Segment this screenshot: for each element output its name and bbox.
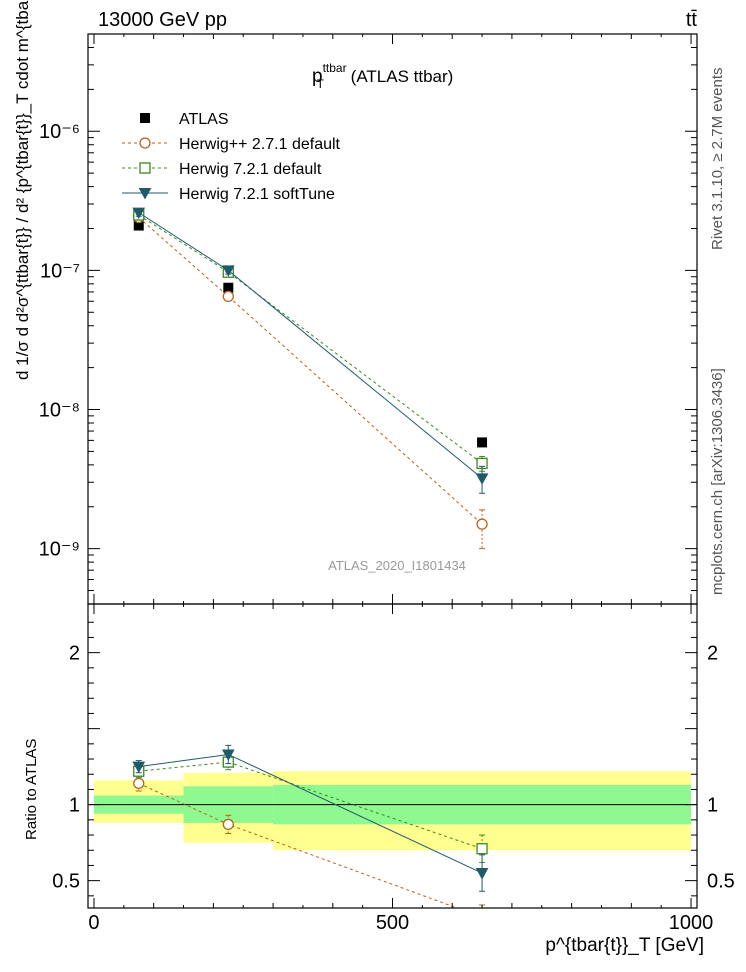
y-tick-label: 10⁻⁸ xyxy=(39,400,80,422)
x-tick-label: 1000 xyxy=(669,912,714,934)
ratio-bg-frame xyxy=(87,603,698,909)
y-tick-label: 0.5 xyxy=(52,871,80,893)
series-line-3 xyxy=(138,212,483,479)
point-2-0 xyxy=(132,761,146,774)
point-1-1 xyxy=(222,290,234,303)
point-0-2 xyxy=(477,437,488,448)
point-2-1 xyxy=(221,749,235,762)
ratio-bg-x-ticks xyxy=(93,604,692,908)
ratio-panel: 0.5 0.5 1 1 2 2 0 500 1000 xyxy=(52,603,735,934)
main-bg-y-ticks xyxy=(88,33,697,605)
point-3-0 xyxy=(132,207,146,220)
series-line-2 xyxy=(138,214,483,464)
series-0 xyxy=(133,775,487,922)
legend-marker-1 xyxy=(139,137,151,149)
point-0-0 xyxy=(133,777,145,790)
legend: ATLAS Herwig++ 2.7.1 default Herwig 7.2.1 … xyxy=(122,111,341,203)
series-1 xyxy=(133,211,488,550)
main-panel: 10⁻⁹ 10⁻⁸ 10⁻⁷ 10⁻⁶ xyxy=(39,33,698,605)
series-3 xyxy=(132,207,489,494)
y-tick-label: 2 xyxy=(69,643,80,665)
analysis-label: ATLAS_2020_I1801434 xyxy=(328,558,466,573)
mcplots-label: mcplots.cern.ch [arXiv:1306.3436] xyxy=(709,368,726,595)
y-tick-label: 10⁻⁷ xyxy=(40,260,80,282)
rivet-label: Rivet 3.1.10, ≥ 2.7M events xyxy=(709,68,726,251)
y-tick-label: 1 xyxy=(69,795,80,817)
main-bg-x-ticks xyxy=(93,34,692,604)
legend-label-1: Herwig++ 2.7.1 default xyxy=(179,136,341,153)
point-0-1 xyxy=(223,282,234,293)
ratio-bg-plot-area xyxy=(88,744,697,922)
y-axis-label-ratio: Ratio to ATLAS xyxy=(23,739,40,840)
series-2 xyxy=(133,209,488,472)
y-tick-label: 10⁻⁹ xyxy=(39,539,80,561)
point-1-2 xyxy=(476,843,488,855)
series-0 xyxy=(133,220,488,448)
legend-marker-3 xyxy=(138,188,152,200)
x-tick-label: 0 xyxy=(88,912,99,934)
point-3-2 xyxy=(475,473,489,485)
ratio-bg-y-ticks xyxy=(88,621,697,897)
plot-title: pttbar T (ATLAS ttbar) xyxy=(312,61,453,91)
legend-marker-2 xyxy=(139,162,151,174)
header-left-label: 13000 GeV pp xyxy=(98,9,227,31)
point-0-0 xyxy=(133,220,144,231)
header-right-label: tt̄ xyxy=(686,9,698,31)
point-0-1 xyxy=(222,818,234,831)
y-tick-label-right: 1 xyxy=(707,795,718,817)
point-1-2 xyxy=(476,518,488,530)
legend-label-3: Herwig 7.2.1 softTune xyxy=(179,186,335,203)
y-tick-label-right: 2 xyxy=(707,643,718,665)
main-bg-plot-area xyxy=(132,207,489,550)
y-tick-label-right: 0.5 xyxy=(707,871,735,893)
legend-label-0: ATLAS xyxy=(179,111,229,128)
y-axis-label-main: d 1/σ d d²σ^{ttbar{t}} / d² {p^{tbar{t}}… xyxy=(13,0,32,380)
y-tick-label: 10⁻⁶ xyxy=(39,121,80,143)
x-axis-label: p^{tbar{t}}_T [GeV] xyxy=(545,935,704,956)
legend-label-2: Herwig 7.2.1 default xyxy=(179,161,322,178)
series-line-1 xyxy=(138,217,483,525)
legend-marker-0 xyxy=(140,113,150,123)
point-0-2 xyxy=(477,912,487,922)
point-3-1 xyxy=(221,265,235,277)
series-2 xyxy=(132,744,489,892)
point-2-2 xyxy=(475,868,489,880)
x-tick-label: 500 xyxy=(376,912,409,934)
